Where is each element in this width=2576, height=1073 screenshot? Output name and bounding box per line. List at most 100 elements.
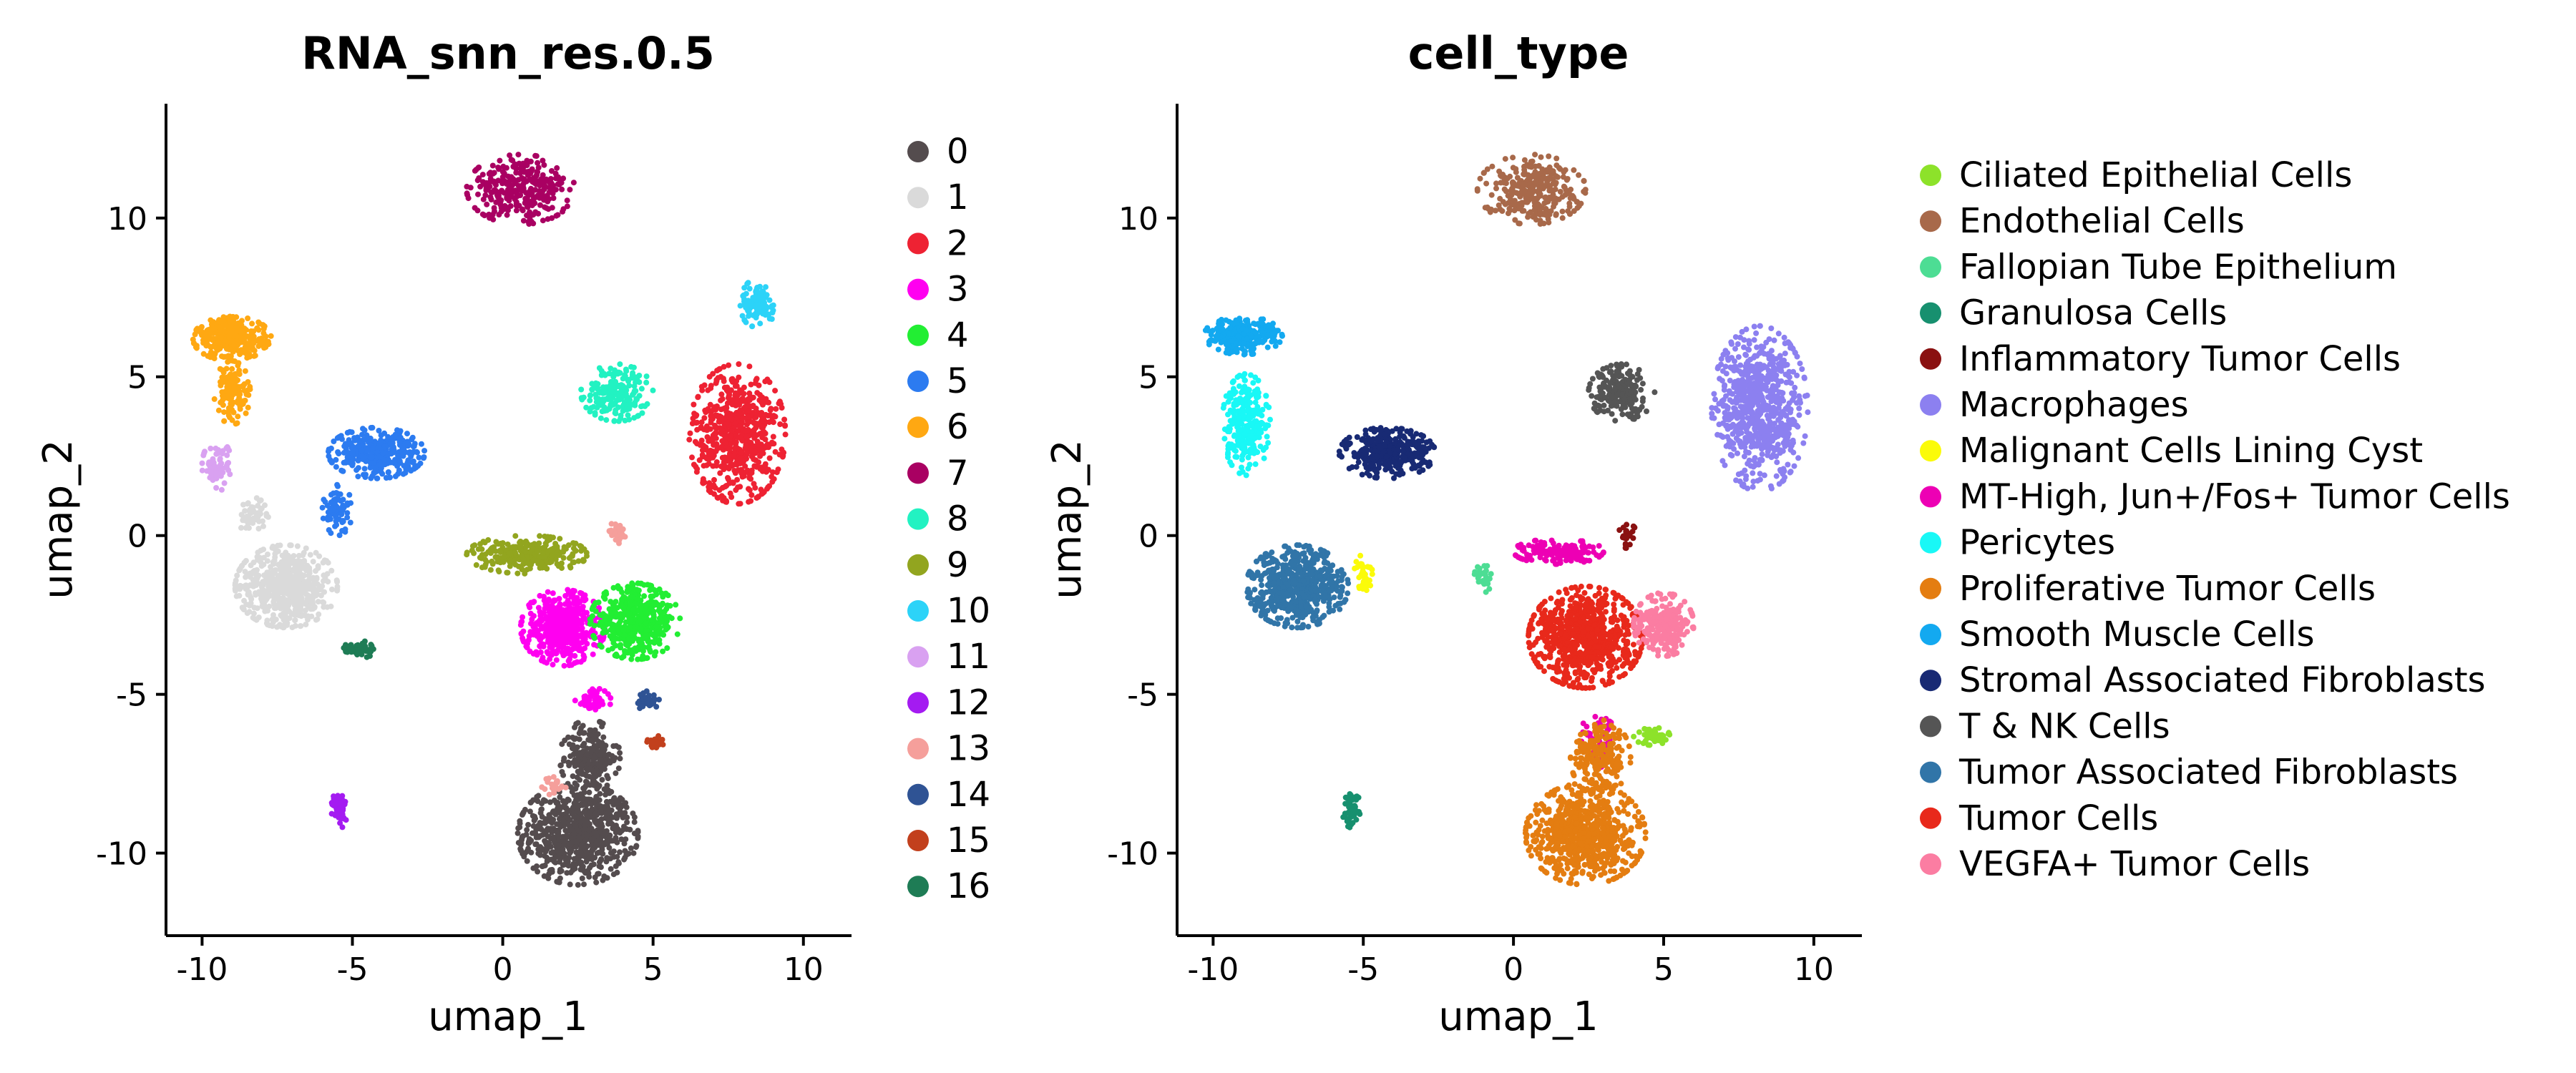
point xyxy=(411,443,417,449)
point xyxy=(615,418,622,424)
point xyxy=(280,574,286,580)
point xyxy=(541,197,547,203)
point xyxy=(525,199,531,205)
point xyxy=(748,381,754,388)
point xyxy=(592,773,599,780)
point xyxy=(534,169,540,175)
point xyxy=(726,415,733,421)
point xyxy=(385,469,391,475)
point xyxy=(228,346,234,353)
point xyxy=(775,466,781,473)
point xyxy=(320,599,326,605)
point xyxy=(251,348,258,354)
point xyxy=(391,449,397,456)
point xyxy=(565,647,570,653)
point xyxy=(550,849,556,856)
point xyxy=(610,622,616,628)
point xyxy=(778,401,784,407)
point xyxy=(263,572,269,578)
point xyxy=(765,442,771,449)
point xyxy=(284,599,291,605)
panel-title: RNA_snn_res.0.5 xyxy=(301,27,715,79)
point xyxy=(610,743,617,749)
point xyxy=(261,323,268,330)
point xyxy=(608,850,614,856)
point xyxy=(620,826,627,833)
point xyxy=(565,759,572,765)
point xyxy=(562,738,568,743)
point xyxy=(530,187,536,194)
point xyxy=(600,396,606,403)
point xyxy=(225,445,231,451)
point xyxy=(781,416,788,423)
point xyxy=(242,508,248,514)
point xyxy=(724,384,731,391)
point xyxy=(615,859,622,866)
point xyxy=(556,182,562,188)
point xyxy=(647,582,653,589)
point xyxy=(608,866,614,872)
point xyxy=(691,461,697,468)
point xyxy=(571,588,577,594)
point xyxy=(576,835,582,841)
point xyxy=(496,166,502,172)
point xyxy=(292,617,298,624)
point xyxy=(250,335,256,341)
point xyxy=(632,402,638,408)
point xyxy=(225,358,231,365)
point xyxy=(260,330,267,336)
point xyxy=(560,758,567,764)
point xyxy=(723,408,730,415)
point xyxy=(613,599,619,605)
point xyxy=(581,654,587,660)
point xyxy=(248,594,254,601)
point xyxy=(245,404,251,411)
point xyxy=(469,543,476,549)
point xyxy=(567,823,573,829)
point xyxy=(714,446,721,452)
point xyxy=(467,185,474,191)
point xyxy=(609,814,615,820)
point xyxy=(391,460,398,466)
point xyxy=(556,596,562,602)
point xyxy=(251,604,258,611)
point xyxy=(545,589,551,595)
point xyxy=(530,201,536,207)
point xyxy=(758,424,765,431)
point xyxy=(594,694,600,700)
point xyxy=(571,800,577,806)
point xyxy=(756,459,762,466)
point xyxy=(298,584,305,591)
point xyxy=(522,570,528,577)
point xyxy=(310,559,316,565)
point xyxy=(554,878,560,885)
point xyxy=(751,481,757,487)
point xyxy=(527,808,533,815)
point xyxy=(660,632,667,638)
point xyxy=(255,526,262,531)
point xyxy=(305,613,311,619)
series-9 xyxy=(464,533,590,577)
points xyxy=(190,152,789,888)
point xyxy=(376,441,383,447)
point xyxy=(289,624,296,630)
point xyxy=(593,732,600,738)
point xyxy=(275,548,281,554)
point xyxy=(567,564,574,571)
point xyxy=(385,433,391,440)
point xyxy=(241,336,248,343)
point xyxy=(254,574,260,581)
point xyxy=(573,645,580,652)
point xyxy=(316,553,323,559)
point xyxy=(730,480,736,486)
point xyxy=(708,383,714,389)
point xyxy=(695,394,701,401)
point xyxy=(596,762,602,768)
point xyxy=(601,408,608,414)
point xyxy=(369,454,375,461)
point xyxy=(333,577,340,584)
point xyxy=(512,533,519,539)
point xyxy=(540,863,547,869)
point xyxy=(605,818,612,824)
point xyxy=(596,401,602,408)
